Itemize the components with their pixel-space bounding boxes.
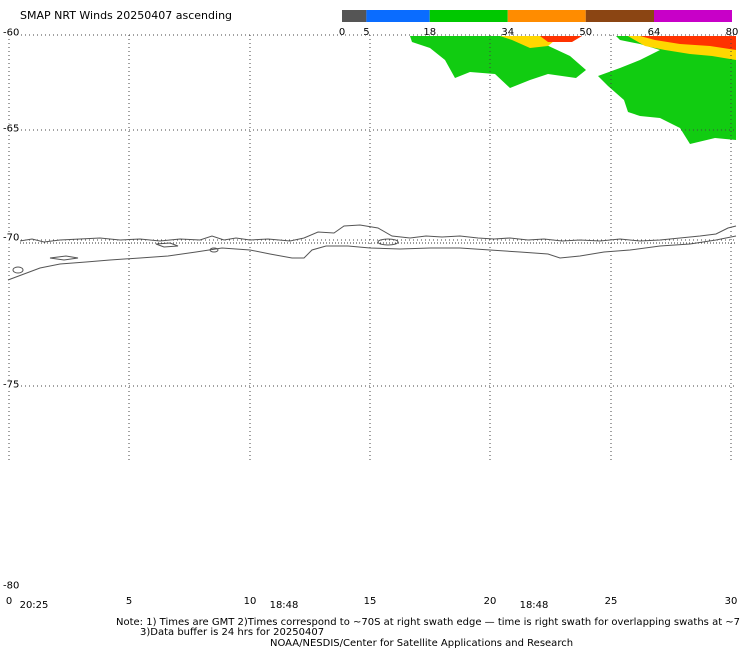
lat-label: -70 xyxy=(2,232,21,244)
lon-label: 25 xyxy=(604,596,618,607)
colorbar-segment xyxy=(654,10,732,22)
wind-swath-west xyxy=(410,36,586,88)
colorbar-tick-label: 64 xyxy=(647,27,661,38)
wind-swath-moderate xyxy=(410,36,586,88)
wind-speed-colorbar: 0 5 18 34 50 64 80 xyxy=(339,7,738,38)
colorbar-segment xyxy=(507,10,586,22)
lon-label: 0 xyxy=(5,596,13,607)
lon-label: 20 xyxy=(483,596,497,607)
coastline-island xyxy=(377,238,399,246)
coastline-path xyxy=(7,224,737,243)
lat-label: -80 xyxy=(2,580,21,592)
antarctic-coastline xyxy=(7,224,737,281)
colorbar-tick-label: 0 xyxy=(338,27,346,38)
colorbar-segment xyxy=(429,10,508,22)
coastline-path xyxy=(7,235,737,281)
colorbar-tick-label: 80 xyxy=(725,27,739,38)
coastline-island xyxy=(12,266,24,274)
colorbar-tick-label: 34 xyxy=(501,27,515,38)
lon-label: 10 xyxy=(243,596,257,607)
lon-label: 5 xyxy=(125,596,133,607)
colorbar-segment xyxy=(342,10,367,22)
colorbar-tick-label: 5 xyxy=(363,27,370,38)
swath-time-label: 20:25 xyxy=(19,600,49,611)
coastline-island xyxy=(209,247,219,253)
wind-swath-gale xyxy=(640,36,736,50)
coastline-path xyxy=(155,242,179,248)
lat-label: -65 xyxy=(2,123,21,135)
wind-swath-east xyxy=(598,36,736,144)
note-line-2: 3)Data buffer is 24 hrs for 20250407 xyxy=(140,627,325,638)
coastline-path xyxy=(49,255,79,261)
colorbar-tick-label: 18 xyxy=(423,27,437,38)
credit-line: NOAA/NESDIS/Center for Satellite Applica… xyxy=(270,638,574,649)
colorbar-segment xyxy=(366,10,430,22)
colorbar-gradient xyxy=(342,10,732,22)
note-line-1: Note: 1) Times are GMT 2)Times correspon… xyxy=(116,617,740,628)
lat-label: -75 xyxy=(2,379,21,391)
colorbar-tick-label: 50 xyxy=(579,27,593,38)
colorbar-segment xyxy=(585,10,654,22)
lon-label: 15 xyxy=(363,596,377,607)
lat-label: -60 xyxy=(2,27,21,39)
swath-time-label: 18:48 xyxy=(269,600,299,611)
wind-swath-gale xyxy=(540,36,582,42)
swath-time-label: 18:48 xyxy=(519,600,549,611)
wind-swath-moderate xyxy=(598,36,736,144)
map-title: SMAP NRT Winds 20250407 ascending xyxy=(20,9,233,22)
lon-label: 30 xyxy=(724,596,738,607)
